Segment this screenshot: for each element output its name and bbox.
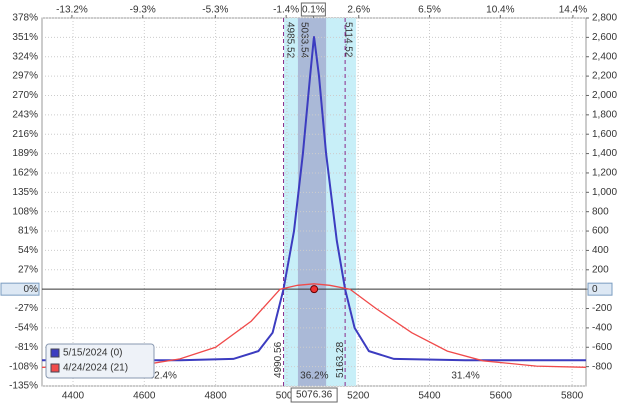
legend-swatch bbox=[50, 348, 60, 358]
y-tick-label: -135% bbox=[9, 381, 38, 392]
legend-box bbox=[45, 343, 155, 379]
probability-label: 31.4% bbox=[451, 371, 479, 382]
y2-tick-label: -400 bbox=[592, 323, 612, 334]
probability-label: 32.4% bbox=[149, 371, 177, 382]
top-tick-label: -13.2% bbox=[56, 5, 88, 16]
legend-swatch bbox=[50, 363, 60, 373]
y2-tick-label: 2,600 bbox=[592, 32, 617, 43]
top-tick-label: 10.4% bbox=[486, 5, 514, 16]
y2-tick-label: 2,000 bbox=[592, 90, 617, 101]
y-tick-label: 162% bbox=[12, 168, 38, 179]
x-tick-label: 4400 bbox=[62, 391, 85, 402]
x-tick-label: 5000 bbox=[276, 391, 299, 402]
x-tick-label: 5200 bbox=[347, 391, 370, 402]
y2-tick-label: 0 bbox=[592, 284, 598, 295]
y2-tick-label: -200 bbox=[592, 303, 612, 314]
top-tick-label: -9.3% bbox=[130, 5, 156, 16]
legend-label: 4/24/2024 (21) bbox=[63, 363, 128, 374]
y-tick-label: -27% bbox=[15, 303, 38, 314]
y2-tick-label: 400 bbox=[592, 245, 609, 256]
y-tick-label: 27% bbox=[18, 264, 38, 275]
y-tick-label: -108% bbox=[9, 361, 38, 372]
y-tick-label: 54% bbox=[18, 245, 38, 256]
y-tick-label: 108% bbox=[12, 206, 38, 217]
breakeven-label: 5163.28 bbox=[335, 341, 346, 378]
band-label: 5033.54 bbox=[298, 22, 309, 59]
y2-tick-label: 1,400 bbox=[592, 148, 617, 159]
y2-tick-label: 600 bbox=[592, 226, 609, 237]
y-tick-label: 378% bbox=[12, 13, 38, 24]
band-label: 5114.52 bbox=[342, 22, 353, 58]
y-tick-label: 216% bbox=[12, 129, 38, 140]
std-band bbox=[297, 18, 327, 386]
x-tick-label: 5800 bbox=[561, 391, 584, 402]
top-marker-box bbox=[300, 2, 326, 17]
y2-tick-label: -800 bbox=[592, 361, 612, 372]
x-tick-label: 4800 bbox=[204, 391, 227, 402]
y2-tick-label: 1,000 bbox=[592, 187, 617, 198]
current-price-box bbox=[290, 387, 338, 403]
y2-tick-label: 2,800 bbox=[592, 13, 617, 24]
series-line bbox=[41, 283, 587, 368]
y-tick-label: 189% bbox=[12, 148, 38, 159]
y-tick-label: 135% bbox=[12, 187, 38, 198]
y-tick-label: 81% bbox=[18, 226, 38, 237]
x-tick-label: 5400 bbox=[418, 391, 441, 402]
y-tick-label: 297% bbox=[12, 71, 38, 82]
top-tick-label: -5.3% bbox=[202, 5, 228, 16]
top-tick-label: -1.4% bbox=[273, 5, 299, 16]
zero-box bbox=[0, 282, 40, 296]
y-tick-label: 243% bbox=[12, 109, 38, 120]
y-tick-label: 0% bbox=[24, 284, 39, 295]
series-line bbox=[42, 36, 586, 362]
probability-label: 36.2% bbox=[300, 371, 328, 382]
band-label: 4985.52 bbox=[284, 22, 295, 59]
current-price-marker bbox=[310, 285, 319, 294]
y2-tick-label: 800 bbox=[592, 206, 609, 217]
top-tick-label: 14.4% bbox=[559, 5, 587, 16]
y-tick-label: 351% bbox=[12, 32, 38, 43]
y2-tick-label: 1,200 bbox=[592, 168, 617, 179]
x-tick-label: 5600 bbox=[490, 391, 513, 402]
y-tick-label: 324% bbox=[12, 51, 38, 62]
y-tick-label: 270% bbox=[12, 90, 38, 101]
y2-tick-label: 200 bbox=[592, 264, 609, 275]
legend-label: 5/15/2024 (0) bbox=[63, 348, 123, 359]
top-tick-label: 2.6% bbox=[347, 5, 370, 16]
zero-box bbox=[587, 282, 613, 296]
x-tick-label: 4600 bbox=[133, 391, 156, 402]
y-tick-label: -54% bbox=[15, 323, 38, 334]
top-tick-label: 6.5% bbox=[418, 5, 441, 16]
top-tick-label: 0.1% bbox=[302, 5, 325, 16]
y2-tick-label: 2,400 bbox=[592, 51, 617, 62]
current-price-label: 5076.36 bbox=[296, 390, 333, 401]
y2-tick-label: 2,200 bbox=[592, 71, 617, 82]
y2-tick-label: -600 bbox=[592, 342, 612, 353]
y2-tick-label: 1,600 bbox=[592, 129, 617, 140]
y-tick-label: -81% bbox=[15, 342, 38, 353]
y2-tick-label: 1,800 bbox=[592, 109, 617, 120]
breakeven-label: 4990.56 bbox=[273, 341, 284, 378]
